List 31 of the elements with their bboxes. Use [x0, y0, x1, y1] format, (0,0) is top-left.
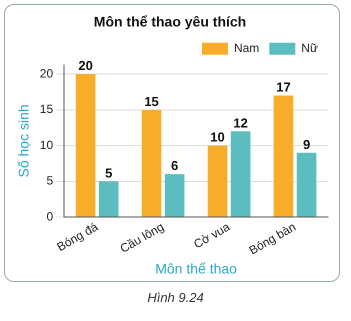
x-tick-label: Cầu lông	[118, 220, 166, 256]
chart-title: Môn thể thao yêu thích	[94, 13, 246, 30]
data-label: 12	[233, 115, 248, 130]
data-label: 17	[276, 80, 291, 95]
y-tick-label: 5	[46, 174, 54, 188]
data-label: 20	[78, 58, 93, 74]
data-label: 9	[302, 136, 310, 152]
data-label: 5	[105, 165, 112, 180]
bar	[274, 96, 294, 217]
x-tick-label: Bóng bàn	[246, 220, 298, 258]
bar	[230, 131, 250, 217]
x-tick-label: Bóng đá	[54, 219, 101, 254]
data-label: 10	[210, 130, 225, 145]
y-axis-title: Số học sinh	[15, 104, 32, 178]
bar	[142, 110, 162, 217]
bar	[208, 146, 228, 217]
bar	[76, 74, 96, 217]
y-tick-label: 20	[40, 66, 54, 80]
bar	[164, 174, 184, 217]
legend-label: Nữ	[301, 41, 318, 56]
bar	[296, 152, 316, 217]
x-tick-label: Cờ vua	[191, 219, 232, 252]
y-tick-label: 0	[46, 209, 54, 224]
y-tick-label: 10	[40, 138, 54, 152]
bar	[98, 181, 118, 217]
text: Hình 9.24	[146, 290, 205, 305]
legend-label: Nam	[234, 41, 260, 56]
y-tick-label: 15	[40, 102, 54, 116]
data-label: 6	[171, 158, 178, 174]
x-axis-title: Môn thể thao	[155, 260, 238, 276]
data-label: 15	[144, 94, 159, 109]
